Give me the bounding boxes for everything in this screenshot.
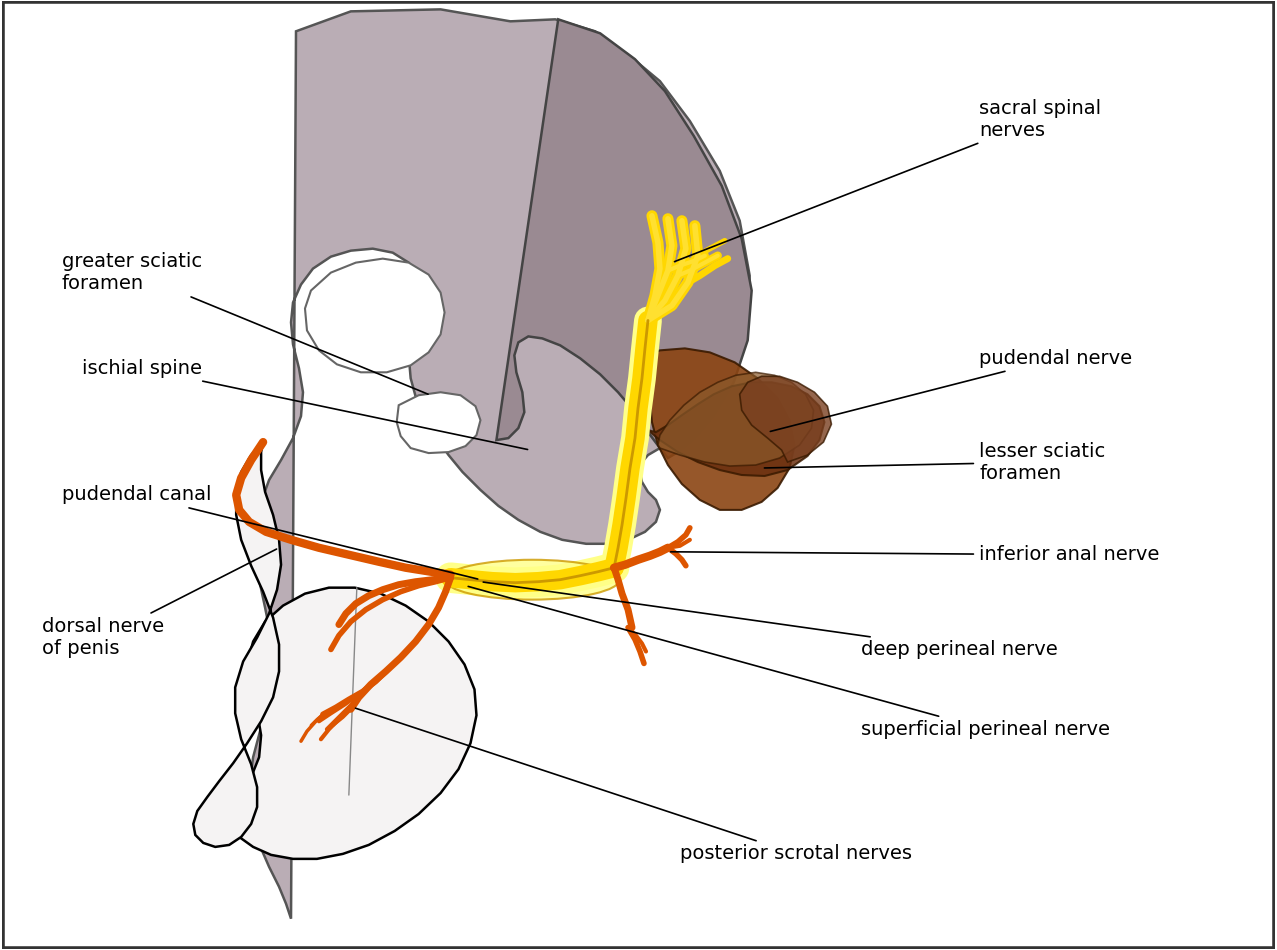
Text: superficial perineal nerve: superficial perineal nerve bbox=[469, 586, 1110, 739]
Text: ischial spine: ischial spine bbox=[82, 359, 527, 449]
Text: dorsal nerve
of penis: dorsal nerve of penis bbox=[42, 549, 277, 658]
Text: sacral spinal
nerves: sacral spinal nerves bbox=[674, 99, 1101, 261]
Polygon shape bbox=[397, 392, 480, 453]
Text: posterior scrotal nerves: posterior scrotal nerves bbox=[355, 708, 912, 864]
Polygon shape bbox=[193, 442, 281, 846]
Polygon shape bbox=[739, 376, 831, 462]
Polygon shape bbox=[658, 372, 813, 466]
Text: lesser sciatic
foramen: lesser sciatic foramen bbox=[765, 442, 1106, 483]
Text: inferior anal nerve: inferior anal nerve bbox=[670, 545, 1160, 564]
Text: pudendal nerve: pudendal nerve bbox=[770, 349, 1133, 431]
Ellipse shape bbox=[446, 560, 619, 599]
Polygon shape bbox=[305, 258, 444, 372]
Text: deep perineal nerve: deep perineal nerve bbox=[483, 582, 1059, 659]
Polygon shape bbox=[647, 382, 825, 476]
Polygon shape bbox=[497, 19, 752, 458]
Text: greater sciatic
foramen: greater sciatic foramen bbox=[61, 252, 428, 394]
Polygon shape bbox=[249, 10, 750, 919]
Text: pudendal canal: pudendal canal bbox=[61, 485, 478, 580]
Polygon shape bbox=[640, 349, 794, 510]
Polygon shape bbox=[239, 588, 476, 859]
